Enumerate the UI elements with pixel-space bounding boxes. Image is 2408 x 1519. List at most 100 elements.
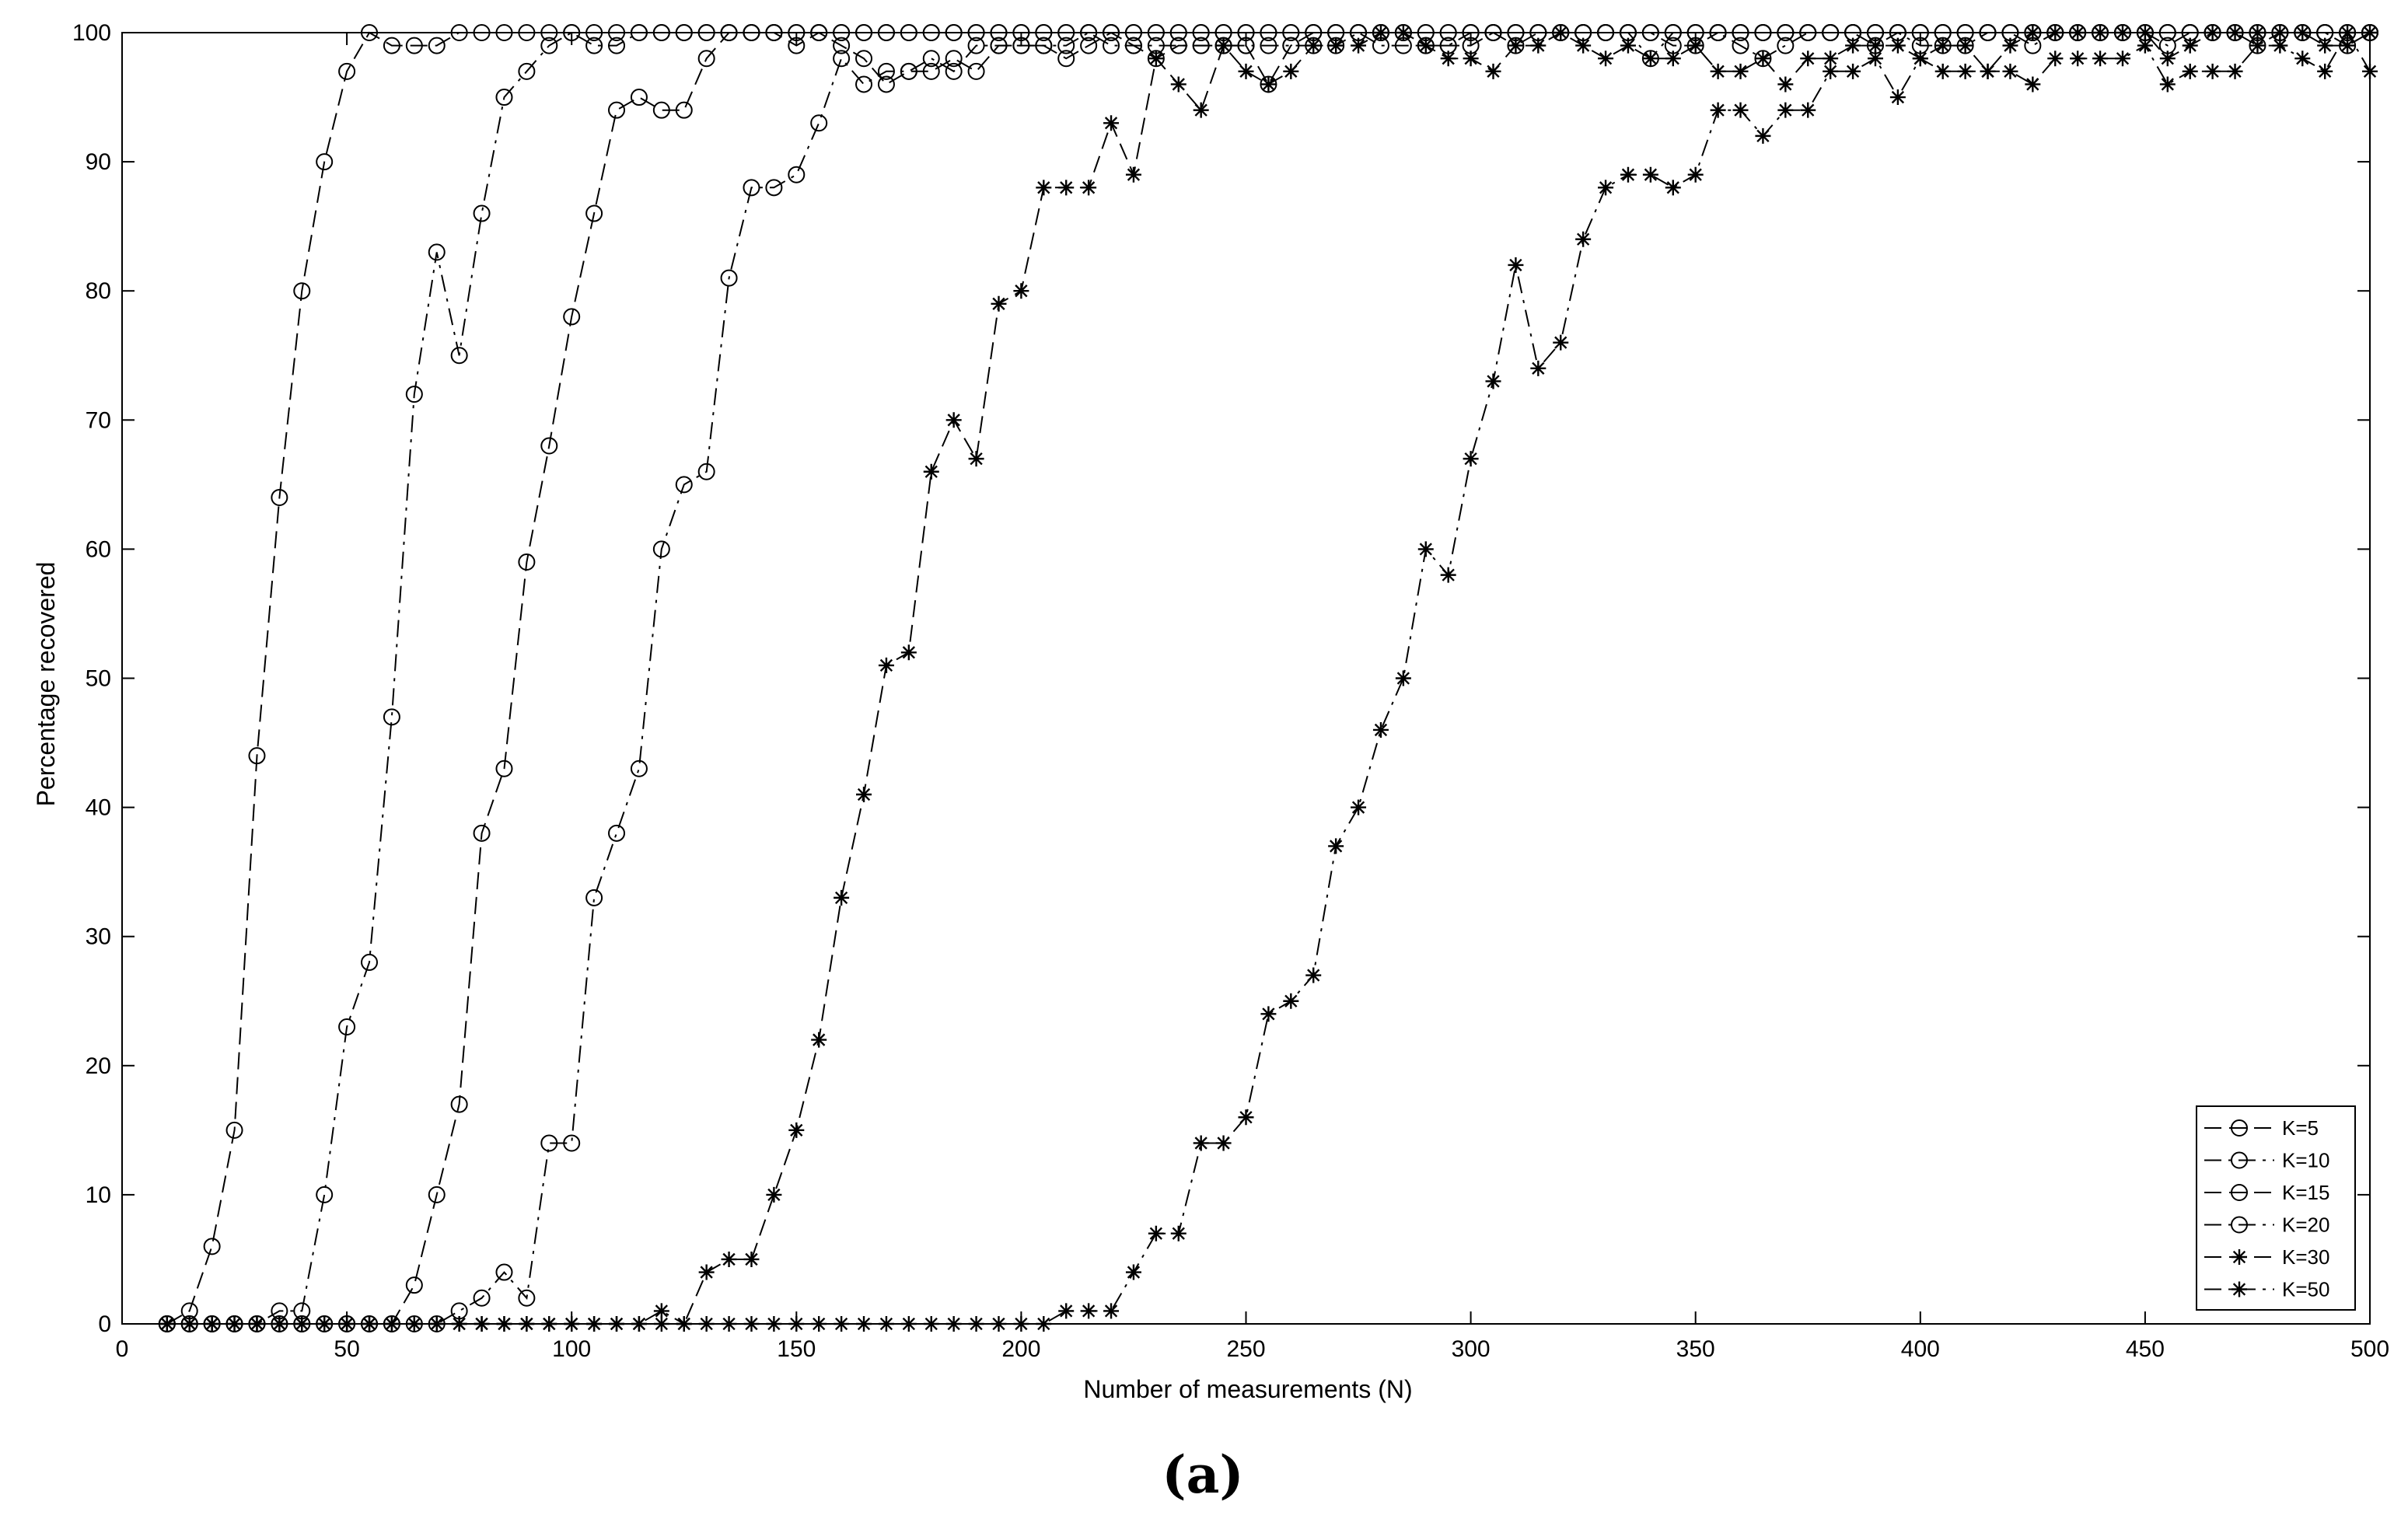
y-tick-label: 10 xyxy=(86,1182,111,1208)
data-point xyxy=(833,37,851,54)
data-point xyxy=(2294,51,2311,67)
data-point xyxy=(1530,360,1547,376)
data-point xyxy=(855,50,873,68)
data-point xyxy=(1934,63,1951,79)
data-point xyxy=(1732,63,1749,79)
x-tick-label: 500 xyxy=(2350,1336,2389,1362)
data-point xyxy=(405,1276,423,1294)
data-point xyxy=(1057,37,1075,54)
data-point xyxy=(1058,180,1075,196)
data-point xyxy=(697,50,715,68)
data-point xyxy=(248,747,266,765)
data-point xyxy=(1013,283,1029,299)
data-point xyxy=(877,62,895,80)
data-point xyxy=(945,50,963,68)
data-point xyxy=(1620,37,1636,54)
y-tick-label: 30 xyxy=(86,924,111,950)
data-point xyxy=(1530,37,1547,54)
data-point xyxy=(1283,63,1299,79)
data-point xyxy=(1777,102,1794,118)
y-tick-label: 0 xyxy=(98,1311,111,1337)
data-point xyxy=(293,282,311,300)
data-point xyxy=(2227,63,2243,79)
data-point xyxy=(383,37,400,54)
y-tick-label: 90 xyxy=(86,149,111,175)
data-point xyxy=(1845,37,1861,54)
data-point xyxy=(1957,63,1973,79)
legend-entry: K=30 xyxy=(2204,1245,2329,1269)
legend-marker xyxy=(2232,1249,2247,1265)
x-tick-label: 300 xyxy=(1452,1336,1491,1362)
data-point xyxy=(1598,180,1614,196)
data-point xyxy=(585,204,603,222)
data-point xyxy=(1889,37,1906,54)
data-point xyxy=(2047,51,2064,67)
data-point xyxy=(2114,51,2130,67)
data-point xyxy=(1395,670,1411,686)
data-point xyxy=(338,62,356,80)
data-point xyxy=(2317,37,2333,54)
data-point xyxy=(945,412,962,428)
series-line xyxy=(166,31,2370,1325)
data-point xyxy=(1440,51,1456,67)
data-point xyxy=(1260,1006,1277,1022)
data-point xyxy=(1283,993,1299,1009)
data-point xyxy=(990,37,1008,54)
data-point xyxy=(2002,63,2018,79)
data-point xyxy=(811,1032,827,1048)
data-point xyxy=(1642,51,1658,67)
data-point xyxy=(1036,180,1052,196)
data-point xyxy=(1148,1225,1164,1241)
data-point xyxy=(2159,76,2176,93)
data-point xyxy=(698,1264,715,1280)
legend-label: K=5 xyxy=(2282,1116,2319,1140)
data-point xyxy=(855,75,873,93)
data-point xyxy=(518,553,536,571)
data-point xyxy=(675,101,693,119)
data-point xyxy=(1845,63,1861,79)
data-point xyxy=(316,153,334,171)
legend-marker xyxy=(2231,1184,2248,1201)
legend-entry: K=15 xyxy=(2204,1181,2329,1204)
data-point xyxy=(1980,63,1996,79)
data-point xyxy=(766,1186,782,1203)
x-axis-label: Number of measurements (N) xyxy=(1083,1375,1412,1403)
figure-caption: (a) xyxy=(1162,1444,1243,1505)
data-point xyxy=(1351,799,1367,815)
data-point xyxy=(1125,1264,1141,1280)
series-line xyxy=(166,31,2371,1325)
series-k-30 xyxy=(159,25,2378,1332)
data-point xyxy=(1642,166,1658,183)
data-point xyxy=(203,1238,221,1255)
data-point xyxy=(1305,37,1322,54)
data-point xyxy=(877,75,895,93)
legend: K=5 K=10 K=15 K=20 K=30 K=50 xyxy=(2196,1105,2356,1311)
data-point xyxy=(788,166,806,183)
series-layer xyxy=(158,24,2378,1332)
y-tick-label: 70 xyxy=(86,407,111,433)
x-tick-label: 450 xyxy=(2126,1336,2165,1362)
data-point xyxy=(630,760,648,777)
x-tick-label: 400 xyxy=(1901,1336,1940,1362)
data-point xyxy=(922,62,940,80)
data-point xyxy=(1058,1303,1075,1319)
data-point xyxy=(2070,51,2086,67)
data-point xyxy=(1372,721,1389,738)
data-point xyxy=(1282,37,1300,54)
data-point xyxy=(1957,37,1973,54)
data-point xyxy=(900,644,917,661)
data-point xyxy=(922,50,940,68)
legend-label: K=15 xyxy=(2282,1181,2329,1204)
data-point xyxy=(1035,37,1053,54)
data-point xyxy=(1124,37,1142,54)
data-point xyxy=(967,37,985,54)
data-point xyxy=(1238,63,1254,79)
legend-entry: K=20 xyxy=(2204,1213,2329,1237)
series-k-5 xyxy=(158,24,2378,1332)
data-point xyxy=(1575,231,1592,247)
x-tick-label: 100 xyxy=(552,1336,591,1362)
series-k-10 xyxy=(158,24,2378,1332)
data-point xyxy=(1485,373,1501,389)
data-point xyxy=(518,1289,536,1307)
